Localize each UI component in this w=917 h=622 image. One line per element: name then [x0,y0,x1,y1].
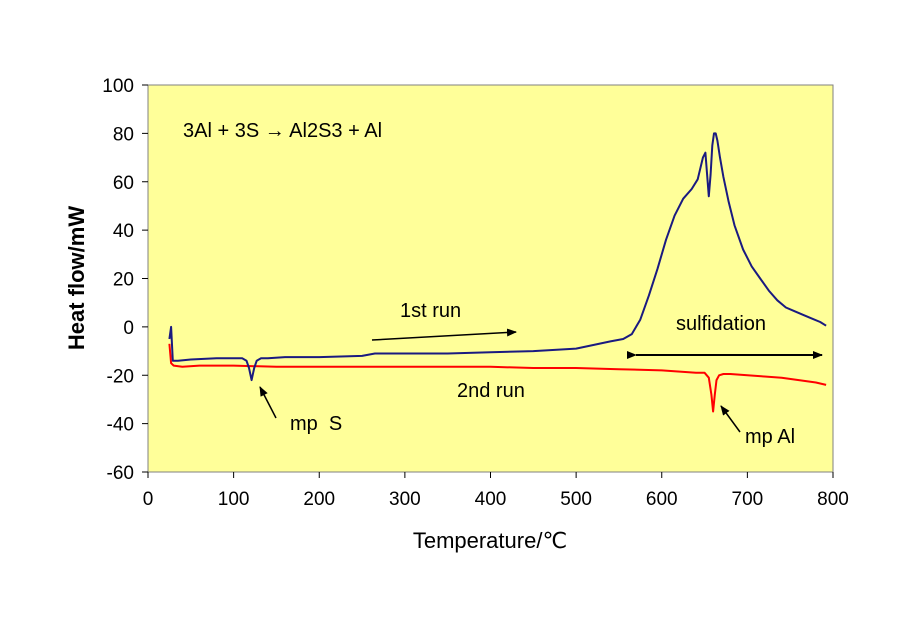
first-run-label: 1st run [400,300,461,322]
mp-s-arrow [259,386,277,419]
y-axis: 100 80 60 40 20 0 -20 -40 -60 [102,76,148,484]
series-line-2nd-run [168,343,827,413]
series-line-1st-run [168,132,827,382]
y-tick-label: 60 [113,173,134,194]
mp-s-label: mp S [290,413,342,435]
y-tick-label: 100 [102,76,134,97]
x-tick-label: 500 [560,489,592,510]
equation-annotation: 3Al + 3S → Al2S3 + Al [183,120,382,142]
x-tick-label: 100 [218,489,250,510]
y-tick-label: 20 [113,270,134,291]
x-tick-label: 0 [143,489,154,510]
x-axis: 0 100 200 300 400 500 600 700 800 [143,472,849,510]
plot-area [147,84,834,473]
series-group [168,132,827,413]
y-tick-label: 0 [123,318,134,339]
sulfidation-label: sulfidation [676,313,766,335]
x-tick-label: 400 [475,489,507,510]
second-run-label: 2nd run [457,380,525,402]
x-tick-label: 800 [817,489,849,510]
first-run-arrow [371,328,517,341]
x-tick-label: 600 [646,489,678,510]
y-tick-label: -60 [107,463,134,484]
mp-al-label: mp Al [745,426,795,448]
x-axis-label: Temperature/℃ [413,528,567,553]
y-tick-label: -20 [107,366,134,387]
x-tick-label: 200 [303,489,335,510]
y-tick-label: 80 [113,124,134,145]
y-tick-label: -40 [107,415,134,436]
x-tick-label: 300 [389,489,421,510]
y-tick-label: 40 [113,221,134,242]
y-axis-label: Heat flow/mW [64,206,89,350]
x-tick-label: 700 [732,489,764,510]
mp-al-arrow [720,405,741,433]
